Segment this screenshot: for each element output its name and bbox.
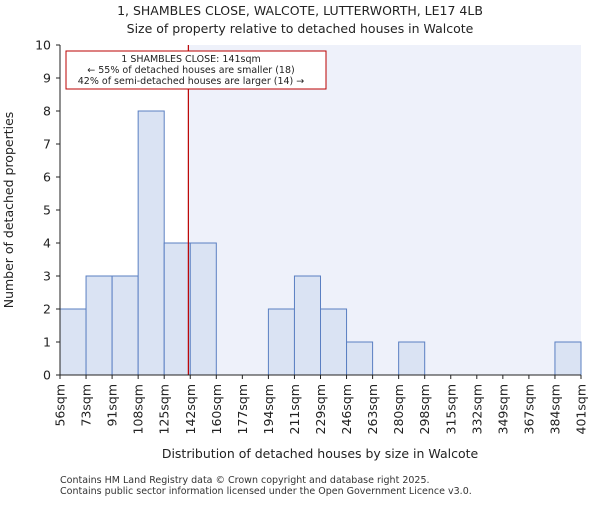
x-tick-label-246sqm: 246sqm	[339, 384, 354, 434]
y-tick-label-10: 10	[35, 38, 51, 53]
chart-title: 1, SHAMBLES CLOSE, WALCOTE, LUTTERWORTH,…	[117, 3, 483, 18]
x-tick-label-332sqm: 332sqm	[469, 384, 484, 434]
bar-229sqm	[320, 308, 348, 376]
x-tick-label-384sqm: 384sqm	[547, 384, 562, 434]
bar-246sqm	[346, 341, 374, 376]
x-tick-label-315sqm: 315sqm	[443, 384, 458, 434]
chart-subtitle: Size of property relative to detached ho…	[127, 21, 474, 36]
footer-line-1: Contains HM Land Registry data © Crown c…	[60, 475, 430, 486]
bar-384sqm	[554, 341, 582, 376]
x-tick-label-367sqm: 367sqm	[521, 384, 536, 434]
y-tick-label-2: 2	[43, 302, 51, 317]
x-tick-label-108sqm: 108sqm	[131, 384, 146, 434]
y-tick-label-1: 1	[43, 335, 51, 350]
y-tick-label-4: 4	[43, 236, 51, 251]
y-axis-label: Number of detached properties	[1, 112, 16, 309]
y-tick-label-3: 3	[43, 269, 51, 284]
x-tick-label-263sqm: 263sqm	[365, 384, 380, 434]
x-tick-label-125sqm: 125sqm	[157, 384, 172, 434]
x-axis-label: Distribution of detached houses by size …	[162, 446, 479, 461]
bar-194sqm	[267, 308, 295, 376]
x-tick-label-142sqm: 142sqm	[183, 384, 198, 434]
bar-73sqm	[85, 275, 113, 376]
annotation-line-2: ← 55% of detached houses are smaller (18…	[87, 65, 294, 76]
annotation-line-1: 1 SHAMBLES CLOSE: 141sqm	[121, 54, 260, 65]
x-tick-label-160sqm: 160sqm	[209, 384, 224, 434]
x-tick-label-56sqm: 56sqm	[53, 384, 68, 427]
y-tick-label-5: 5	[43, 203, 51, 218]
x-tick-label-177sqm: 177sqm	[235, 384, 250, 434]
y-tick-label-9: 9	[43, 71, 51, 86]
x-tick-label-280sqm: 280sqm	[391, 384, 406, 434]
bar-91sqm	[111, 275, 139, 376]
x-tick-label-194sqm: 194sqm	[261, 384, 276, 434]
footer-line-2: Contains public sector information licen…	[60, 486, 472, 497]
bar-211sqm	[293, 275, 322, 376]
larger-region-shade	[188, 45, 582, 375]
x-tick-label-211sqm: 211sqm	[287, 384, 302, 434]
y-tick-label-8: 8	[43, 104, 51, 119]
x-tick-label-298sqm: 298sqm	[417, 384, 432, 434]
x-tick-label-229sqm: 229sqm	[313, 384, 328, 434]
y-tick-label-7: 7	[43, 137, 51, 152]
x-tick-label-91sqm: 91sqm	[105, 384, 120, 427]
bar-142sqm	[189, 242, 217, 376]
y-tick-label-0: 0	[43, 368, 51, 383]
bar-125sqm	[163, 242, 191, 376]
bar-108sqm	[137, 110, 165, 376]
bar-56sqm	[59, 308, 87, 376]
annotation-box	[65, 50, 327, 90]
y-tick-label-6: 6	[43, 170, 51, 185]
annotation-line-3: 42% of semi-detached houses are larger (…	[78, 76, 305, 87]
bar-280sqm	[398, 341, 426, 376]
x-tick-label-401sqm: 401sqm	[574, 384, 589, 434]
plot-area: 0 1 2 3 4 5 6 7 8 9 10 56sqm 73sqm 91sqm 108sqm 125sqm 1…	[35, 38, 588, 435]
x-tick-label-73sqm: 73sqm	[79, 384, 94, 427]
x-tick-label-349sqm: 349sqm	[495, 384, 510, 434]
